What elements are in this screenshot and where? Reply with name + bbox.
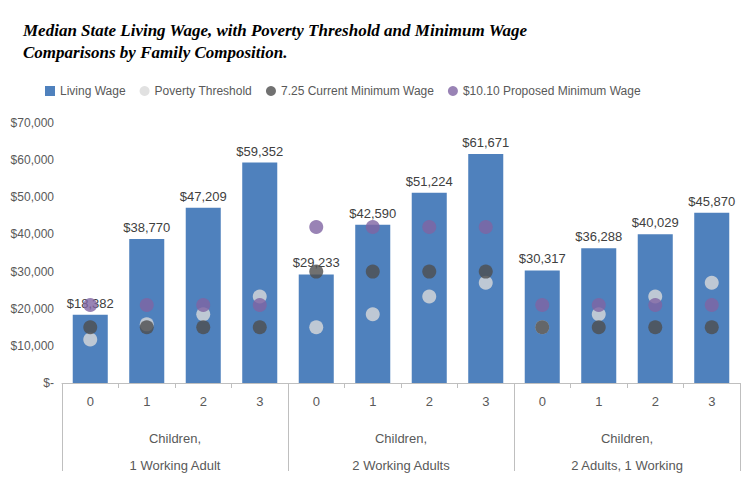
svg-text:Median State Living Wage, with: Median State Living Wage, with Poverty T…: [22, 21, 528, 40]
svg-text:Poverty Threshold: Poverty Threshold: [155, 84, 252, 98]
svg-text:$47,209: $47,209: [180, 189, 227, 204]
svg-text:$18,382: $18,382: [66, 295, 114, 311]
svg-text:$45,870: $45,870: [688, 194, 735, 209]
svg-text:1: 1: [143, 394, 150, 409]
svg-text:2 Working Adults: 2 Working Adults: [352, 458, 450, 473]
svg-text:Children,: Children,: [149, 431, 201, 446]
svg-text:$10.10 Proposed Minimum Wage: $10.10 Proposed Minimum Wage: [463, 84, 641, 98]
svg-text:$42,590: $42,590: [349, 206, 396, 221]
svg-text:$51,224: $51,224: [406, 174, 453, 189]
svg-text:Comparisons by Family Composit: Comparisons by Family Composition.: [23, 43, 288, 62]
svg-text:2: 2: [652, 394, 659, 409]
svg-text:$-: $-: [43, 376, 54, 390]
svg-text:$20,000: $20,000: [11, 302, 55, 316]
svg-text:Children,: Children,: [375, 431, 427, 446]
svg-text:$36,288: $36,288: [575, 229, 622, 244]
svg-text:0: 0: [313, 394, 320, 409]
svg-text:3: 3: [482, 394, 489, 409]
svg-text:1: 1: [369, 394, 376, 409]
svg-text:$60,000: $60,000: [11, 153, 55, 167]
svg-text:0: 0: [539, 394, 546, 409]
svg-text:$40,029: $40,029: [632, 215, 679, 230]
svg-text:Children,: Children,: [601, 431, 653, 446]
svg-text:1 Working Adult: 1 Working Adult: [130, 458, 221, 473]
svg-text:$10,000: $10,000: [11, 339, 55, 353]
svg-text:3: 3: [256, 394, 263, 409]
svg-text:$40,000: $40,000: [11, 227, 55, 241]
svg-text:$30,317: $30,317: [519, 251, 566, 266]
svg-text:$61,671: $61,671: [462, 135, 509, 150]
svg-text:$38,770: $38,770: [123, 220, 170, 235]
svg-text:$50,000: $50,000: [11, 190, 55, 204]
svg-text:$59,352: $59,352: [236, 144, 283, 159]
svg-text:0: 0: [87, 394, 94, 409]
svg-text:$29,233: $29,233: [292, 255, 340, 271]
svg-text:2: 2: [426, 394, 433, 409]
svg-text:2 Adults, 1 Working: 2 Adults, 1 Working: [571, 458, 683, 473]
svg-text:7.25 Current Minimum Wage: 7.25 Current Minimum Wage: [281, 84, 434, 98]
svg-text:$70,000: $70,000: [11, 116, 55, 130]
svg-text:Living Wage: Living Wage: [60, 84, 126, 98]
svg-text:3: 3: [708, 394, 715, 409]
svg-text:2: 2: [200, 394, 207, 409]
svg-text:$30,000: $30,000: [11, 265, 55, 279]
svg-text:1: 1: [595, 394, 602, 409]
